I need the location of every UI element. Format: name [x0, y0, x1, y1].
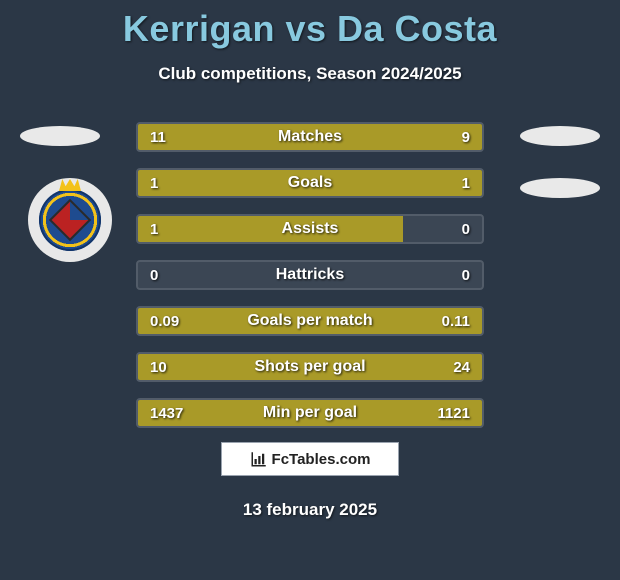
stat-row: Matches11 9 — [136, 122, 484, 152]
club-badge-left — [28, 178, 112, 262]
stat-value-left: 10 — [138, 354, 179, 380]
stat-label: Assists — [138, 216, 482, 242]
stat-value-left: 1437 — [138, 400, 195, 426]
subtitle: Club competitions, Season 2024/2025 — [0, 64, 620, 84]
stat-value-right: 1121 — [425, 400, 482, 426]
stat-label: Goals — [138, 170, 482, 196]
stat-value-right: 24 — [441, 354, 482, 380]
page-title: Kerrigan vs Da Costa — [0, 0, 620, 50]
stat-value-left: 11 — [138, 124, 178, 150]
stat-row: Shots per goal10 24 — [136, 352, 484, 382]
comparison-chart: Matches119Goals11Assists10Hattricks00Goa… — [136, 122, 484, 444]
stat-label: Matches — [138, 124, 482, 150]
stat-row: Min per goal14371121 — [136, 398, 484, 428]
stat-value-right: 9 — [450, 124, 482, 150]
stat-label: Hattricks — [138, 262, 482, 288]
stat-label: Shots per goal — [138, 354, 482, 380]
stat-row: Goals1 1 — [136, 168, 484, 198]
date-text: 13 february 2025 — [0, 500, 620, 520]
player-left-crest-placeholder — [20, 126, 100, 146]
club-badge-left-inner — [39, 189, 101, 251]
stat-row: Goals per match0.090.11 — [136, 306, 484, 336]
stat-value-right: 0 — [450, 262, 482, 288]
brand-text: FcTables.com — [272, 451, 371, 468]
stat-value-right: 1 — [450, 170, 482, 196]
stat-value-left: 1 — [138, 170, 170, 196]
stat-row: Assists1 0 — [136, 214, 484, 244]
brand-logo[interactable]: FcTables.com — [221, 442, 399, 476]
crown-icon — [59, 179, 81, 191]
stat-value-left: 0 — [138, 262, 170, 288]
stat-value-right: 0 — [450, 216, 482, 242]
stat-value-left: 0.09 — [138, 308, 191, 334]
stat-value-left: 1 — [138, 216, 170, 242]
player-right-crest-placeholder-2 — [520, 178, 600, 198]
stat-value-right: 0.11 — [430, 308, 482, 334]
player-right-crest-placeholder — [520, 126, 600, 146]
stat-row: Hattricks0 0 — [136, 260, 484, 290]
bar-chart-icon — [250, 450, 268, 468]
